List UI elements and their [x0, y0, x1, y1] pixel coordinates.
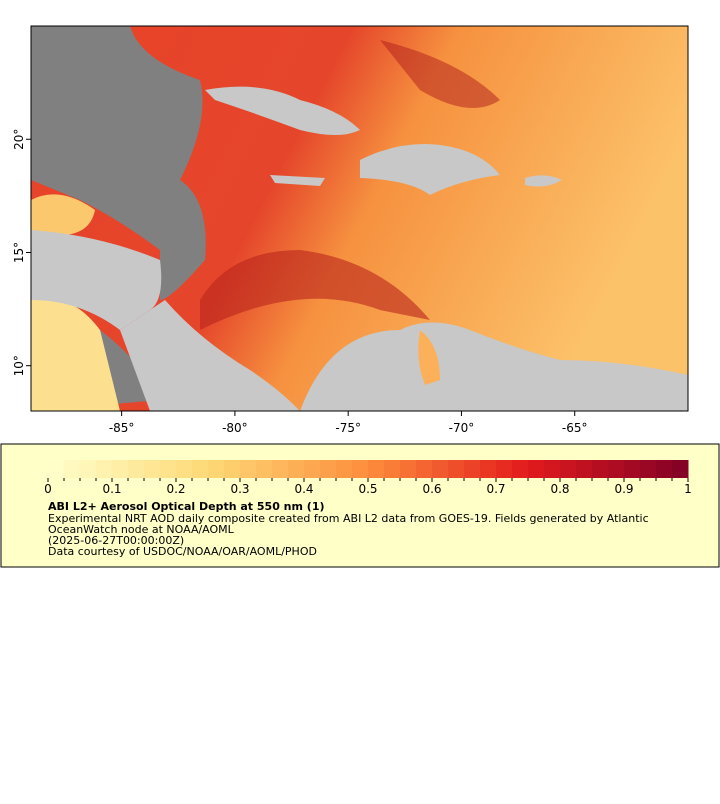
- colorbar-segment: [336, 460, 353, 478]
- colorbar-segment: [64, 460, 81, 478]
- colorbar-segment: [592, 460, 609, 478]
- colorbar-segment: [304, 460, 321, 478]
- colorbar-segment: [320, 460, 337, 478]
- colorbar-segment: [544, 460, 561, 478]
- colorbar-segment: [288, 460, 305, 478]
- colorbar-segment: [208, 460, 225, 478]
- colorbar-segment: [640, 460, 657, 478]
- colorbar-segment: [192, 460, 209, 478]
- x-tick-label: -65°: [562, 421, 588, 435]
- legend-line: Data courtesy of USDOC/NOAA/OAR/AOML/PHO…: [48, 545, 317, 558]
- colorbar-segment: [160, 460, 177, 478]
- colorbar-segment: [112, 460, 129, 478]
- colorbar-segment: [176, 460, 193, 478]
- colorbar-segment: [416, 460, 433, 478]
- colorbar-segment: [656, 460, 673, 478]
- colorbar-tick-label: 0.6: [422, 482, 441, 496]
- colorbar-segment: [144, 460, 161, 478]
- colorbar-segment: [48, 460, 65, 478]
- colorbar-tick-label: 0.8: [550, 482, 569, 496]
- y-tick-label: 10°: [12, 355, 26, 376]
- colorbar-segment: [608, 460, 625, 478]
- y-tick-label: 20°: [12, 129, 26, 150]
- colorbar-tick-label: 0.7: [486, 482, 505, 496]
- legend-line: Experimental NRT AOD daily composite cre…: [48, 512, 649, 525]
- colorbar-segment: [480, 460, 497, 478]
- y-tick-label: 15°: [12, 242, 26, 263]
- colorbar-segment: [96, 460, 113, 478]
- colorbar-segment: [400, 460, 417, 478]
- colorbar-tick-label: 0: [44, 482, 52, 496]
- colorbar-tick-label: 1: [684, 482, 692, 496]
- colorbar-segment: [240, 460, 257, 478]
- colorbar-segment: [512, 460, 529, 478]
- x-tick-label: -80°: [222, 421, 248, 435]
- colorbar-segment: [224, 460, 241, 478]
- colorbar-segment: [672, 460, 689, 478]
- colorbar-segment: [128, 460, 145, 478]
- colorbar-tick-label: 0.1: [102, 482, 121, 496]
- x-tick-label: -70°: [449, 421, 475, 435]
- map-image: [31, 26, 688, 411]
- colorbar-segment: [272, 460, 289, 478]
- colorbar-segment: [256, 460, 273, 478]
- colorbar-segment: [464, 460, 481, 478]
- legend-title: ABI L2+ Aerosol Optical Depth at 550 nm …: [48, 500, 325, 513]
- colorbar-segment: [496, 460, 513, 478]
- colorbar-segment: [368, 460, 385, 478]
- colorbar-segment: [80, 460, 97, 478]
- colorbar-segment: [384, 460, 401, 478]
- colorbar-segment: [432, 460, 449, 478]
- colorbar-segment: [560, 460, 577, 478]
- x-tick-label: -85°: [109, 421, 135, 435]
- colorbar-segment: [352, 460, 369, 478]
- colorbar-segment: [528, 460, 545, 478]
- colorbar-tick-label: 0.3: [230, 482, 249, 496]
- colorbar-segment: [448, 460, 465, 478]
- colorbar-tick-label: 0.4: [294, 482, 313, 496]
- legend-line: (2025-06-27T00:00:00Z): [48, 534, 184, 547]
- colorbar-segment: [576, 460, 593, 478]
- colorbar-tick-label: 0.9: [614, 482, 633, 496]
- map-frame: [30, 25, 689, 412]
- legend-line: OceanWatch node at NOAA/AOML: [48, 523, 235, 536]
- colorbar-tick-label: 0.2: [166, 482, 185, 496]
- x-tick-label: -75°: [335, 421, 361, 435]
- colorbar-tick-label: 0.5: [358, 482, 377, 496]
- colorbar-segment: [624, 460, 641, 478]
